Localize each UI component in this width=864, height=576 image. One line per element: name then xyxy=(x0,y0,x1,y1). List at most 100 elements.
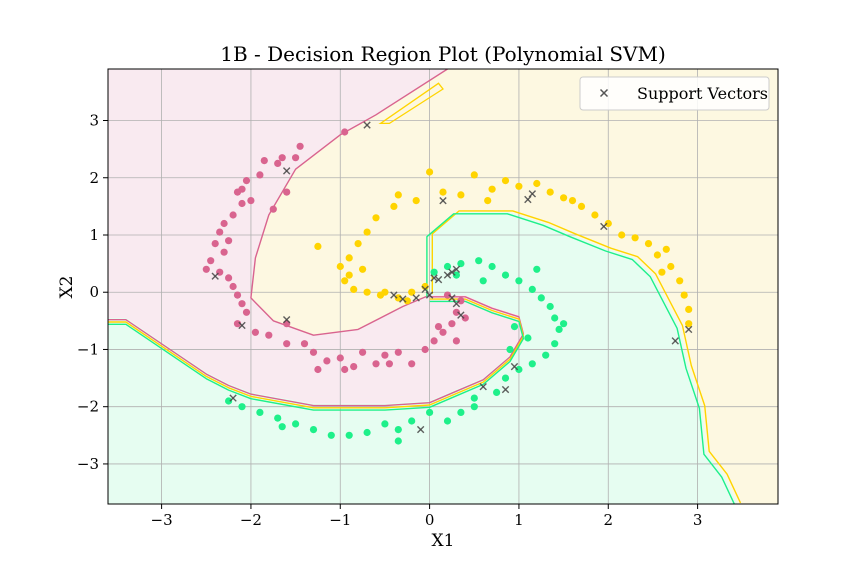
green-point xyxy=(488,262,496,271)
support-vector-stroke xyxy=(425,291,434,299)
pink-point xyxy=(314,365,322,374)
pink-point xyxy=(430,337,438,345)
support-vector-stroke xyxy=(448,268,456,276)
support-vector-stroke xyxy=(390,291,398,299)
pink-point xyxy=(242,177,251,185)
support-vector-stroke xyxy=(439,196,447,205)
pink-point xyxy=(242,308,251,316)
boundary-green-yellow xyxy=(426,213,736,504)
data-points xyxy=(202,128,693,445)
pink-point xyxy=(283,340,291,348)
green-point xyxy=(528,285,536,293)
green-point xyxy=(363,428,371,437)
yellow-point xyxy=(515,182,523,190)
yellow-point xyxy=(345,271,353,279)
pink-point xyxy=(448,320,456,328)
yellow-point xyxy=(363,228,371,236)
pink-point xyxy=(381,351,389,359)
support-vector-marker xyxy=(390,291,398,299)
yellow-point xyxy=(644,240,653,248)
pink-point xyxy=(256,171,264,179)
yellow-point xyxy=(381,288,389,296)
green-point xyxy=(345,431,353,439)
support-vector-marker xyxy=(452,299,461,308)
pink-point xyxy=(207,257,215,265)
green-point xyxy=(256,408,264,416)
support-vector-marker xyxy=(282,316,291,324)
pink-point xyxy=(461,314,469,322)
pink-point xyxy=(443,291,452,299)
green-point xyxy=(278,423,286,431)
support-vector-marker xyxy=(528,190,537,198)
x-axis-label: X1 xyxy=(432,531,455,551)
green-point xyxy=(457,260,465,268)
yellow-point xyxy=(350,285,358,293)
support-vector-marker xyxy=(425,291,434,299)
support-vector-stroke xyxy=(510,362,519,371)
support-vector-stroke xyxy=(399,295,407,303)
green-point xyxy=(292,420,300,428)
support-vector-stroke xyxy=(479,382,487,391)
support-vector-marker xyxy=(448,268,456,276)
yellow-point xyxy=(604,219,612,228)
support-vector-stroke xyxy=(600,222,608,231)
y-tick-label: −2 xyxy=(77,398,99,416)
support-vector-marker xyxy=(600,222,608,231)
yellow-point xyxy=(390,202,398,210)
green-point xyxy=(537,294,545,302)
support-vector-stroke xyxy=(434,275,443,284)
x-tick-label: −3 xyxy=(151,511,173,529)
yellow-point xyxy=(470,171,478,179)
yellow-point xyxy=(341,277,349,285)
support-vector-marker xyxy=(282,167,291,175)
yellow-point xyxy=(484,197,492,205)
pink-point xyxy=(309,348,318,356)
support-vector-marker xyxy=(363,121,371,129)
green-point xyxy=(479,277,487,285)
green-point xyxy=(443,417,452,425)
x-tick-label: 3 xyxy=(693,511,703,529)
pink-point xyxy=(341,365,349,374)
green-point xyxy=(501,271,510,279)
green-point xyxy=(551,340,559,348)
support-vector-marker xyxy=(671,337,679,345)
y-tick-label: −3 xyxy=(77,455,99,473)
support-vector-stroke xyxy=(457,311,465,319)
pink-point xyxy=(211,240,219,248)
green-point xyxy=(327,431,335,439)
green-point xyxy=(560,320,568,328)
y-tick-label: 2 xyxy=(89,169,99,187)
support-vector-stroke xyxy=(412,294,420,302)
support-vector-stroke xyxy=(421,285,429,294)
green-point xyxy=(542,351,550,359)
yellow-point xyxy=(354,240,362,248)
support-vector-stroke xyxy=(416,425,425,434)
green-point xyxy=(426,408,434,416)
pink-point xyxy=(434,323,443,331)
x-tick-label: 1 xyxy=(514,511,524,529)
green-point xyxy=(493,388,501,396)
green-point xyxy=(510,323,519,331)
yellow-point xyxy=(658,268,666,276)
legend: Support Vectors xyxy=(579,76,770,111)
x-tick-label: 2 xyxy=(603,511,613,529)
pink-point xyxy=(278,154,286,162)
yellow-point xyxy=(408,288,416,296)
green-point xyxy=(394,437,402,445)
pink-point xyxy=(269,205,277,213)
support-vector-marker xyxy=(421,285,429,294)
green-point xyxy=(452,271,460,279)
support-vector-markers xyxy=(211,121,693,434)
support-vector-marker xyxy=(457,311,465,319)
pink-point xyxy=(408,360,416,368)
pink-point xyxy=(452,337,460,345)
green-point xyxy=(381,420,389,428)
support-vector-marker xyxy=(416,425,425,434)
pink-point xyxy=(225,237,233,245)
yellow-point xyxy=(345,254,353,262)
y-tick-label: 1 xyxy=(89,226,99,244)
y-tick-label: 3 xyxy=(89,112,99,130)
x-tick-label: −1 xyxy=(329,511,351,529)
yellow-point xyxy=(363,288,371,296)
pink-point xyxy=(300,340,309,348)
